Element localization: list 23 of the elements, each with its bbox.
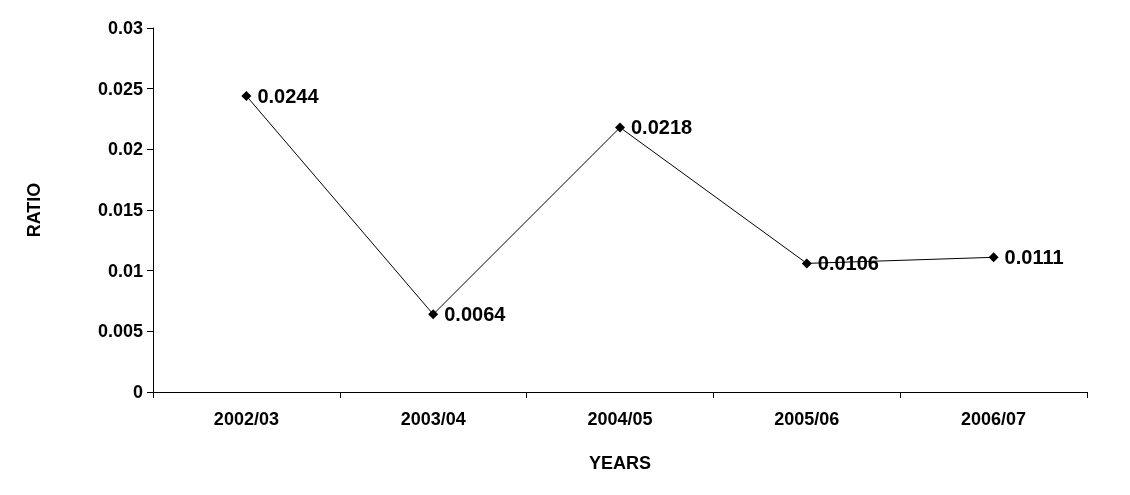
- data-label: 0.0111: [1004, 246, 1064, 269]
- data-label: 0.0064: [444, 303, 507, 326]
- x-tick-label: 2002/03: [213, 409, 279, 429]
- y-tick-label: 0.005: [97, 321, 143, 342]
- x-tick-label: 2005/06: [774, 409, 840, 429]
- y-tick-label: 0: [132, 382, 143, 402]
- y-axis-title: RATIO: [24, 182, 44, 238]
- x-tick-label: 2004/05: [587, 409, 653, 429]
- y-tick-label: 0.015: [97, 200, 143, 220]
- y-tick-label: 0.025: [97, 78, 143, 99]
- x-axis-title: YEARS: [588, 453, 652, 473]
- y-tick-label: 0.03: [107, 18, 143, 38]
- point: [428, 309, 439, 320]
- y-tick-label: 0.01: [107, 260, 143, 281]
- y-tick-label: 0.02: [107, 139, 143, 160]
- point: [988, 252, 999, 263]
- x-tick-label: 2003/04: [400, 409, 466, 429]
- x-tick-label: 2006/07: [961, 409, 1027, 429]
- point: [801, 258, 812, 269]
- point: [615, 122, 625, 133]
- data-label: 0.0218: [631, 116, 693, 139]
- data-label: 0.0244: [257, 84, 320, 107]
- point: [241, 90, 252, 101]
